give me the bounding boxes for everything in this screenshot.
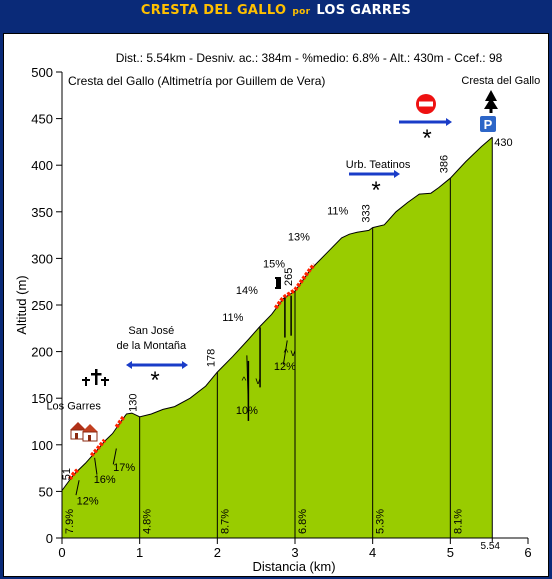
- x-end-label: 5.54: [481, 541, 501, 552]
- km-altitude-label: 333: [361, 204, 373, 222]
- por-label: por: [292, 7, 311, 17]
- steep-segment: [68, 468, 79, 481]
- grade-leader-line: [282, 340, 288, 365]
- church-cross-icon: [82, 369, 109, 386]
- grade-annotation: 17%: [113, 462, 135, 474]
- y-tick-label: 200: [31, 345, 53, 360]
- elevation-profile-chart: 1304.8%1788.7%2656.8%3335.3%3868.1%43051…: [14, 51, 540, 574]
- y-axis-label: Altitud (m): [14, 275, 29, 334]
- grade-leader-line: [75, 480, 80, 496]
- place-label: Cresta del Gallo: [461, 75, 540, 87]
- cursor-mark: ^: [242, 376, 247, 387]
- y-tick-label: 450: [31, 112, 53, 127]
- place-label: de la Montaña: [116, 340, 187, 352]
- km-grade-label: 5.3%: [375, 509, 387, 534]
- cursor-mark: v: [256, 376, 261, 387]
- x-tick-label: 5: [447, 545, 454, 560]
- place-label: San José: [128, 325, 174, 337]
- grade-annotation: 13%: [288, 232, 310, 244]
- tree-icon: [484, 90, 498, 113]
- steep-segment: [89, 438, 107, 457]
- asterisk-icon: *: [150, 367, 159, 394]
- y-tick-label: 0: [46, 531, 53, 546]
- start-grade-label: 7.9%: [64, 509, 76, 534]
- grade-leader-line: [94, 457, 98, 475]
- x-tick-label: 6: [524, 545, 531, 560]
- y-tick-label: 300: [31, 251, 53, 266]
- origin-name: LOS GARRES: [316, 3, 412, 18]
- grade-annotation: 14%: [236, 285, 258, 297]
- page-header: CRESTA DEL GALLO por LOS GARRES: [0, 0, 552, 22]
- asterisk-icon: *: [422, 125, 431, 152]
- cursor-mark: v: [291, 348, 296, 359]
- arrow-icon: [349, 170, 400, 178]
- grade-leader-line: [246, 355, 249, 408]
- x-tick-label: 3: [291, 545, 298, 560]
- place-label: Urb. Teatinos: [346, 159, 411, 171]
- y-tick-label: 50: [39, 484, 53, 499]
- km-grade-label: 6.8%: [297, 509, 309, 534]
- village-houses-icon: [70, 422, 98, 442]
- x-tick-label: 4: [369, 545, 376, 560]
- km-altitude-label: 265: [283, 268, 295, 286]
- grade-annotation: 11%: [327, 206, 348, 218]
- arrow-icon: [126, 361, 188, 369]
- cursor-mark: ^: [284, 348, 289, 359]
- x-tick-label: 0: [58, 545, 65, 560]
- chart-subtitle: Cresta del Gallo (Altimetría por Guillem…: [68, 74, 325, 88]
- km-altitude-label: 178: [205, 349, 217, 367]
- grade-annotation: 16%: [94, 474, 116, 486]
- arrow-icon: [399, 118, 452, 126]
- place-label: Los Garres: [46, 400, 101, 412]
- y-tick-label: 350: [31, 205, 53, 220]
- grade-annotation: 15%: [263, 259, 285, 271]
- svg-text:P: P: [484, 117, 493, 132]
- grade-leader-line: [112, 448, 117, 465]
- km-altitude-label: 386: [438, 155, 450, 173]
- x-tick-label: 1: [136, 545, 143, 560]
- km-grade-label: 8.1%: [452, 509, 464, 534]
- grade-annotation: 12%: [77, 495, 99, 507]
- km-altitude-label: 130: [128, 393, 140, 411]
- x-axis-label: Distancia (km): [252, 559, 335, 574]
- asterisk-icon: *: [371, 177, 380, 204]
- end-altitude-label: 430: [494, 137, 512, 149]
- y-tick-label: 250: [31, 298, 53, 313]
- km-grade-label: 8.7%: [219, 509, 231, 534]
- no-entry-icon: [416, 94, 436, 114]
- route-name: CRESTA DEL GALLO: [140, 3, 287, 18]
- y-tick-label: 500: [31, 65, 53, 80]
- stats-line: Dist.: 5.54km - Desniv. ac.: 384m - %med…: [116, 51, 503, 65]
- profile-area: [62, 137, 493, 538]
- x-tick-label: 2: [214, 545, 221, 560]
- grade-annotation: 11%: [222, 312, 243, 324]
- steep-segment: [114, 415, 126, 429]
- y-tick-label: 400: [31, 158, 53, 173]
- steep-segment: [273, 263, 316, 310]
- parking-icon: P: [480, 116, 496, 132]
- viewpoint-icon: [274, 277, 281, 289]
- grade-annotation: 12%: [274, 361, 296, 373]
- km-grade-label: 4.8%: [142, 509, 154, 534]
- chart-panel: 130 4.8% 178 8.7% 265 6.8% 333 5.3% 386 8.1% 430 51…: [3, 33, 549, 577]
- y-tick-label: 100: [31, 438, 53, 453]
- grade-annotation: 10%: [236, 405, 258, 417]
- start-altitude-label: 51: [61, 468, 73, 480]
- y-tick-label: 150: [31, 391, 53, 406]
